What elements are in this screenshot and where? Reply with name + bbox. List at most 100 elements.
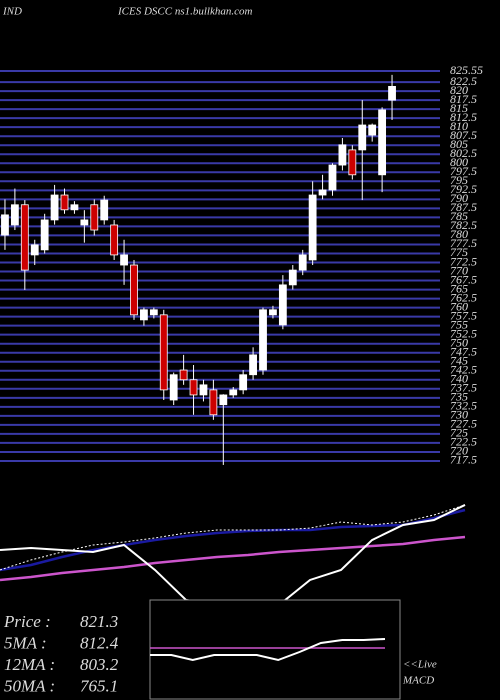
candle-body [120,254,128,266]
y-tick-label: 795 [450,173,468,187]
info-value: 803.2 [80,655,119,674]
candle-body [209,389,218,416]
candle-body [20,204,29,271]
candle-body [100,199,109,221]
candle-body [378,109,387,176]
candle-body [308,194,317,261]
y-tick-label: 720 [450,444,468,458]
y-tick-label: 800 [450,155,468,169]
candle-body [70,204,79,211]
candle-body [40,219,49,251]
macd-panel [149,599,401,700]
y-tick-label: 742.5 [450,363,477,377]
candle-body [219,394,228,406]
info-label: 12MA : [4,655,55,674]
candle-body [80,219,89,226]
y-tick-label: 767.5 [450,272,477,286]
candle-body [328,164,337,191]
y-tick-label: 772.5 [450,254,477,268]
info-label: 50MA : [4,676,55,695]
candle-body [30,244,39,256]
info-value: 812.4 [80,633,119,652]
y-tick-label: 722.5 [450,435,477,449]
candle-body [140,309,148,321]
candle-body [90,204,99,231]
y-tick-label: 760 [450,299,468,313]
info-value: 765.1 [80,676,118,695]
y-tick-label: 807.5 [450,128,477,142]
y-tick-label: 782.5 [450,218,477,232]
y-tick-label: 745 [450,353,468,367]
y-tick-label: 755 [450,317,468,331]
y-tick-label: 740 [450,372,468,386]
y-tick-label: 727.5 [450,417,477,431]
info-label: Price : [3,612,51,631]
candle-body [259,309,267,371]
macd-label: MACD [402,675,434,687]
candle-body [1,214,9,236]
y-tick-label: 780 [450,227,468,241]
y-tick-label: 732.5 [450,399,477,413]
y-tick-label: 812.5 [450,110,477,124]
candle-body [159,314,168,391]
candle-body [249,354,257,376]
candle-body [239,374,248,391]
candle-body [318,189,327,196]
y-tick-label: 797.5 [450,164,477,178]
candle-body [169,374,178,401]
chart-title: ICES DSCC ns1.bullkhan.com [117,6,252,18]
chart-title: IND [2,6,22,18]
candle-body [288,269,297,286]
y-tick-label: 815 [450,101,468,115]
y-tick-label: 717.5 [450,453,477,467]
candle-body [368,124,377,136]
candle-body [110,224,119,256]
y-tick-label: 757.5 [450,308,477,322]
info-label: 5MA : [4,633,47,652]
y-tick-label: 822.5 [450,74,477,88]
y-tick-label: 762.5 [450,290,477,304]
y-tick-label: 820 [450,83,468,97]
y-tick-label: 792.5 [450,182,477,196]
y-tick-label: 775 [450,245,468,259]
candle-body [60,194,69,211]
info-value: 821.3 [80,612,118,631]
y-tick-label: 777.5 [450,236,477,250]
candle-body [269,309,277,316]
macd-label: <<Live [403,659,437,671]
candle-body [278,284,287,326]
candle-body [338,144,347,166]
candle-body [348,149,357,176]
candle-body [189,379,198,396]
y-tick-label: 825.55 [450,63,483,77]
candle-body [10,204,19,226]
y-tick-label: 817.5 [450,92,477,106]
candle-body [179,369,188,381]
y-tick-label: 737.5 [450,381,477,395]
candle-body [358,124,367,151]
candle-body [50,194,59,221]
candle-body [130,264,138,316]
y-tick-label: 810 [450,119,468,133]
y-tick-label: 802.5 [450,146,477,160]
y-tick-label: 790 [450,191,468,205]
candle-body [388,85,396,101]
indicator-line [0,504,466,571]
y-tick-label: 752.5 [450,326,477,340]
y-tick-label: 750 [450,335,468,349]
y-tick-label: 730 [450,408,468,422]
y-tick-label: 770 [450,263,468,277]
candle-body [199,384,208,396]
y-tick-label: 765 [450,281,468,295]
candle-body [149,309,158,316]
y-tick-label: 787.5 [450,200,477,214]
y-tick-label: 735 [450,390,468,404]
y-tick-label: 725 [450,426,468,440]
indicator-line [0,508,466,572]
y-tick-label: 747.5 [450,344,477,358]
indicator-line [150,638,386,662]
y-tick-label: 785 [450,209,468,223]
